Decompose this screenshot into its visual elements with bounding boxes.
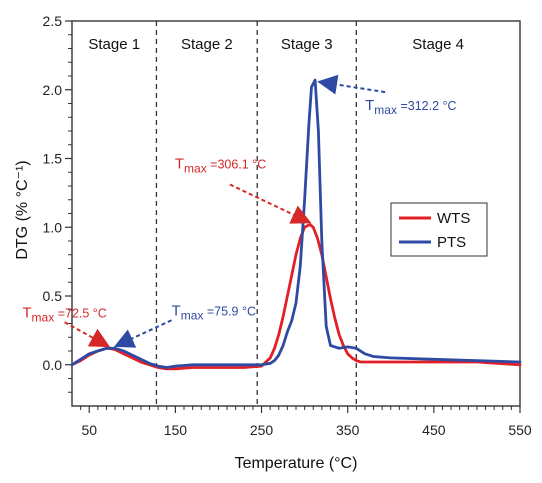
legend-label-wts: WTS [437,210,470,227]
x-axis-title: Temperature (°C) [235,455,358,472]
series-lines [70,78,522,371]
stage-label-4: Stage 4 [412,36,464,53]
x-tick-label-0: 50 [81,422,97,438]
y-tick-label-0: 0.0 [43,357,63,373]
y-tick-label-1: 0.5 [43,288,63,304]
stage-label-2: Stage 2 [181,36,233,53]
annotation-label-4: Tmax =312.2 °C [365,97,456,117]
series-line-wts [70,223,522,371]
annotation-label-2: Tmax =75.9 °C [172,302,256,322]
stage-label-1: Stage 1 [88,36,140,53]
x-tick-label-1: 150 [164,422,188,438]
annotation-arrow-1 [64,321,111,348]
x-tick-label-4: 450 [422,422,446,438]
y-tick-label-5: 2.5 [43,13,63,29]
y-tick-label-3: 1.5 [43,151,63,167]
annotations: Tmax =72.5 °C Tmax =75.9 °C Tmax =306.1 °C… [22,74,457,348]
legend: WTS PTS [390,202,488,257]
series-line-pts [70,78,522,369]
x-tick-label-2: 250 [250,422,274,438]
stage-divider-lines [155,21,357,406]
stage-label-3: Stage 3 [281,36,333,53]
x-tick-label-3: 350 [336,422,360,438]
y-tick-label-2: 1.0 [43,219,63,235]
y-tick-label-4: 2.0 [43,82,63,98]
annotation-label-3: Tmax =306.1 °C [175,156,266,176]
stage-labels: Stage 1 Stage 2 Stage 3 Stage 4 [88,36,464,53]
axis-ticks: 50 150 250 350 450 550 0.0 0.5 1.0 1.5 2.0 2.5 [43,13,532,438]
annotation-arrow-3 [229,183,312,224]
annotation-arrow-4 [317,74,386,95]
y-axis-title: DTG (% °C⁻¹) [14,160,31,259]
x-tick-label-5: 550 [508,422,532,438]
legend-label-pts: PTS [437,234,466,251]
annotation-arrow-2 [113,319,172,348]
legend-box [390,202,488,257]
annotation-label-1: Tmax =72.5 °C [22,304,106,324]
